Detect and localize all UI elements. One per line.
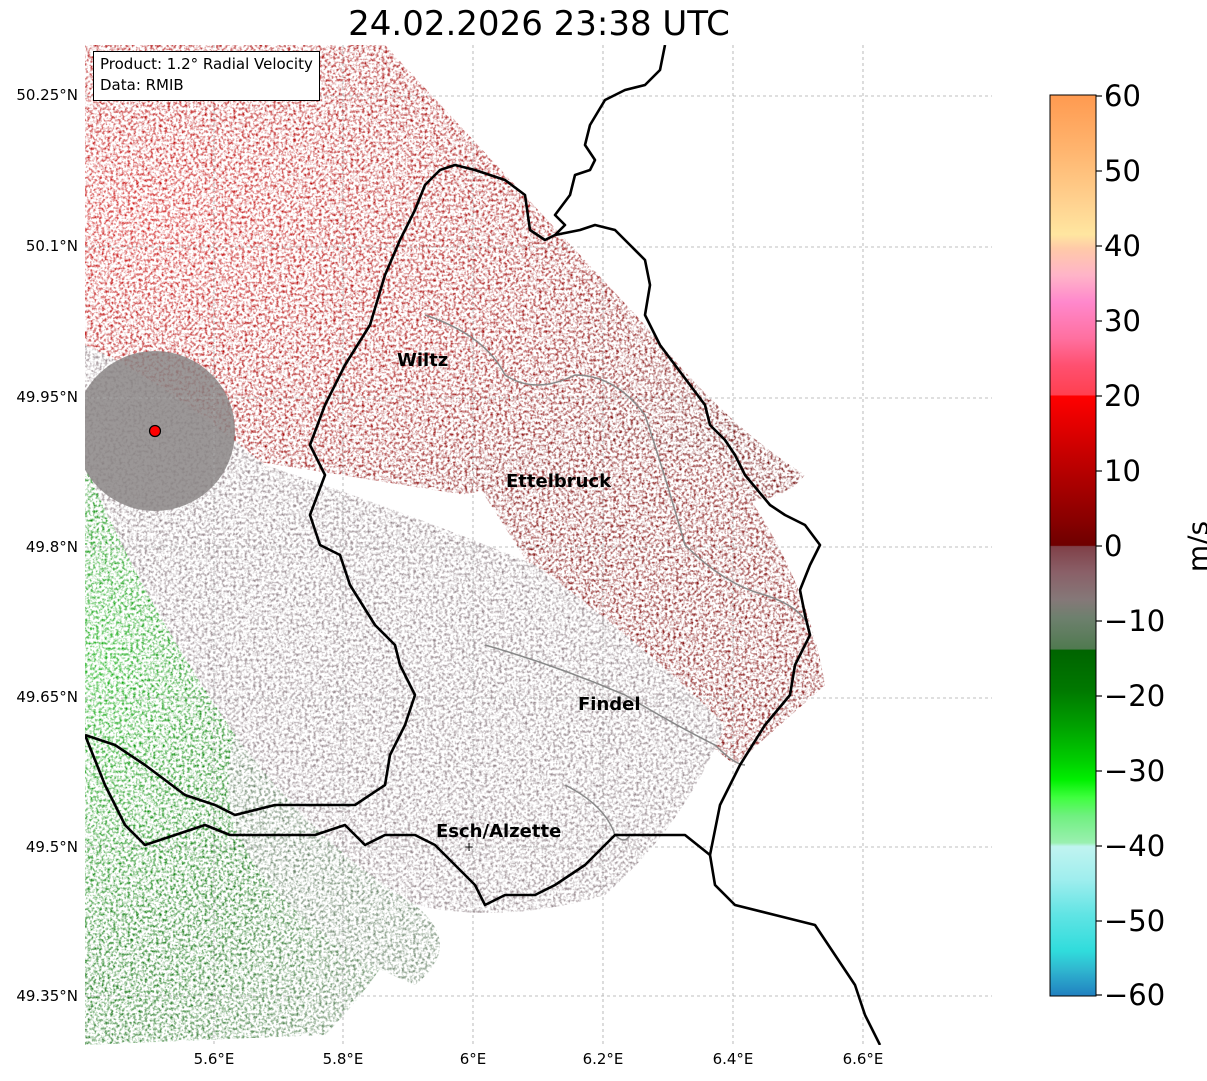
lat-tick: 49.95°N bbox=[16, 388, 78, 406]
district-boundary bbox=[424, 314, 806, 621]
colorbar-tick: 10 bbox=[1104, 454, 1141, 488]
velocity-zero-band bbox=[85, 345, 725, 913]
country-border bbox=[85, 45, 667, 817]
map-gridlines bbox=[85, 45, 992, 1045]
lon-tick: 6°E bbox=[459, 1050, 487, 1068]
colorbar-tick: −50 bbox=[1104, 904, 1166, 938]
lon-tick: 6.4°E bbox=[712, 1050, 754, 1068]
city-label-findel: Findel bbox=[578, 694, 641, 715]
lat-tick: 50.25°N bbox=[16, 86, 78, 104]
velocity-field bbox=[85, 45, 825, 1045]
lat-tick: 49.8°N bbox=[25, 538, 78, 556]
lat-tick: 49.35°N bbox=[16, 987, 78, 1005]
lat-tick: 50.1°N bbox=[25, 237, 78, 255]
colorbar-tick: 50 bbox=[1104, 154, 1141, 188]
radar-site-marker[interactable] bbox=[148, 424, 162, 438]
lon-tick: 5.6°E bbox=[193, 1050, 235, 1068]
colorbar-tick: −10 bbox=[1104, 604, 1166, 638]
country-border bbox=[85, 734, 711, 907]
radar-map-canvas: + bbox=[85, 45, 992, 1045]
lon-tick: 6.2°E bbox=[582, 1050, 624, 1068]
velocity-outbound-region bbox=[85, 45, 805, 502]
lon-tick: 6.6°E bbox=[842, 1050, 884, 1068]
colorbar-tick: 30 bbox=[1104, 304, 1141, 338]
colorbar-tick: 20 bbox=[1104, 379, 1141, 413]
lon-tick: 5.8°E bbox=[322, 1050, 364, 1068]
colorbar-tick: −30 bbox=[1104, 754, 1166, 788]
colorbar bbox=[1049, 94, 1102, 997]
colorbar-unit-label: m/s bbox=[1181, 520, 1207, 573]
city-label-esch-alzette: Esch/Alzette bbox=[436, 821, 562, 842]
colorbar-tick: −20 bbox=[1104, 679, 1166, 713]
colorbar-tick: 60 bbox=[1104, 79, 1141, 113]
colorbar-tick: −60 bbox=[1104, 978, 1166, 1012]
city-label-ettelbruck: Ettelbruck bbox=[506, 471, 612, 492]
colorbar-tick: 40 bbox=[1104, 229, 1141, 263]
velocity-dark-red-band bbox=[465, 445, 825, 765]
info-product: Product: 1.2° Radial Velocity bbox=[100, 55, 313, 73]
lat-tick: 49.5°N bbox=[25, 838, 78, 856]
city-marker: + bbox=[464, 840, 474, 854]
colorbar-tick: −40 bbox=[1104, 829, 1166, 863]
radar-map[interactable]: + bbox=[85, 45, 992, 1045]
colorbar-tick: 0 bbox=[1104, 529, 1123, 563]
city-label-wiltz: Wiltz bbox=[397, 350, 449, 371]
district-boundary bbox=[484, 644, 746, 766]
velocity-gray-green-band bbox=[228, 735, 440, 985]
country-border bbox=[554, 223, 882, 1045]
info-box: Product: 1.2° Radial Velocity Data: RMIB bbox=[93, 51, 320, 101]
map-title: 24.02.2026 23:38 UTC bbox=[348, 4, 730, 44]
lat-tick: 49.65°N bbox=[16, 688, 78, 706]
info-source: Data: RMIB bbox=[100, 76, 184, 94]
